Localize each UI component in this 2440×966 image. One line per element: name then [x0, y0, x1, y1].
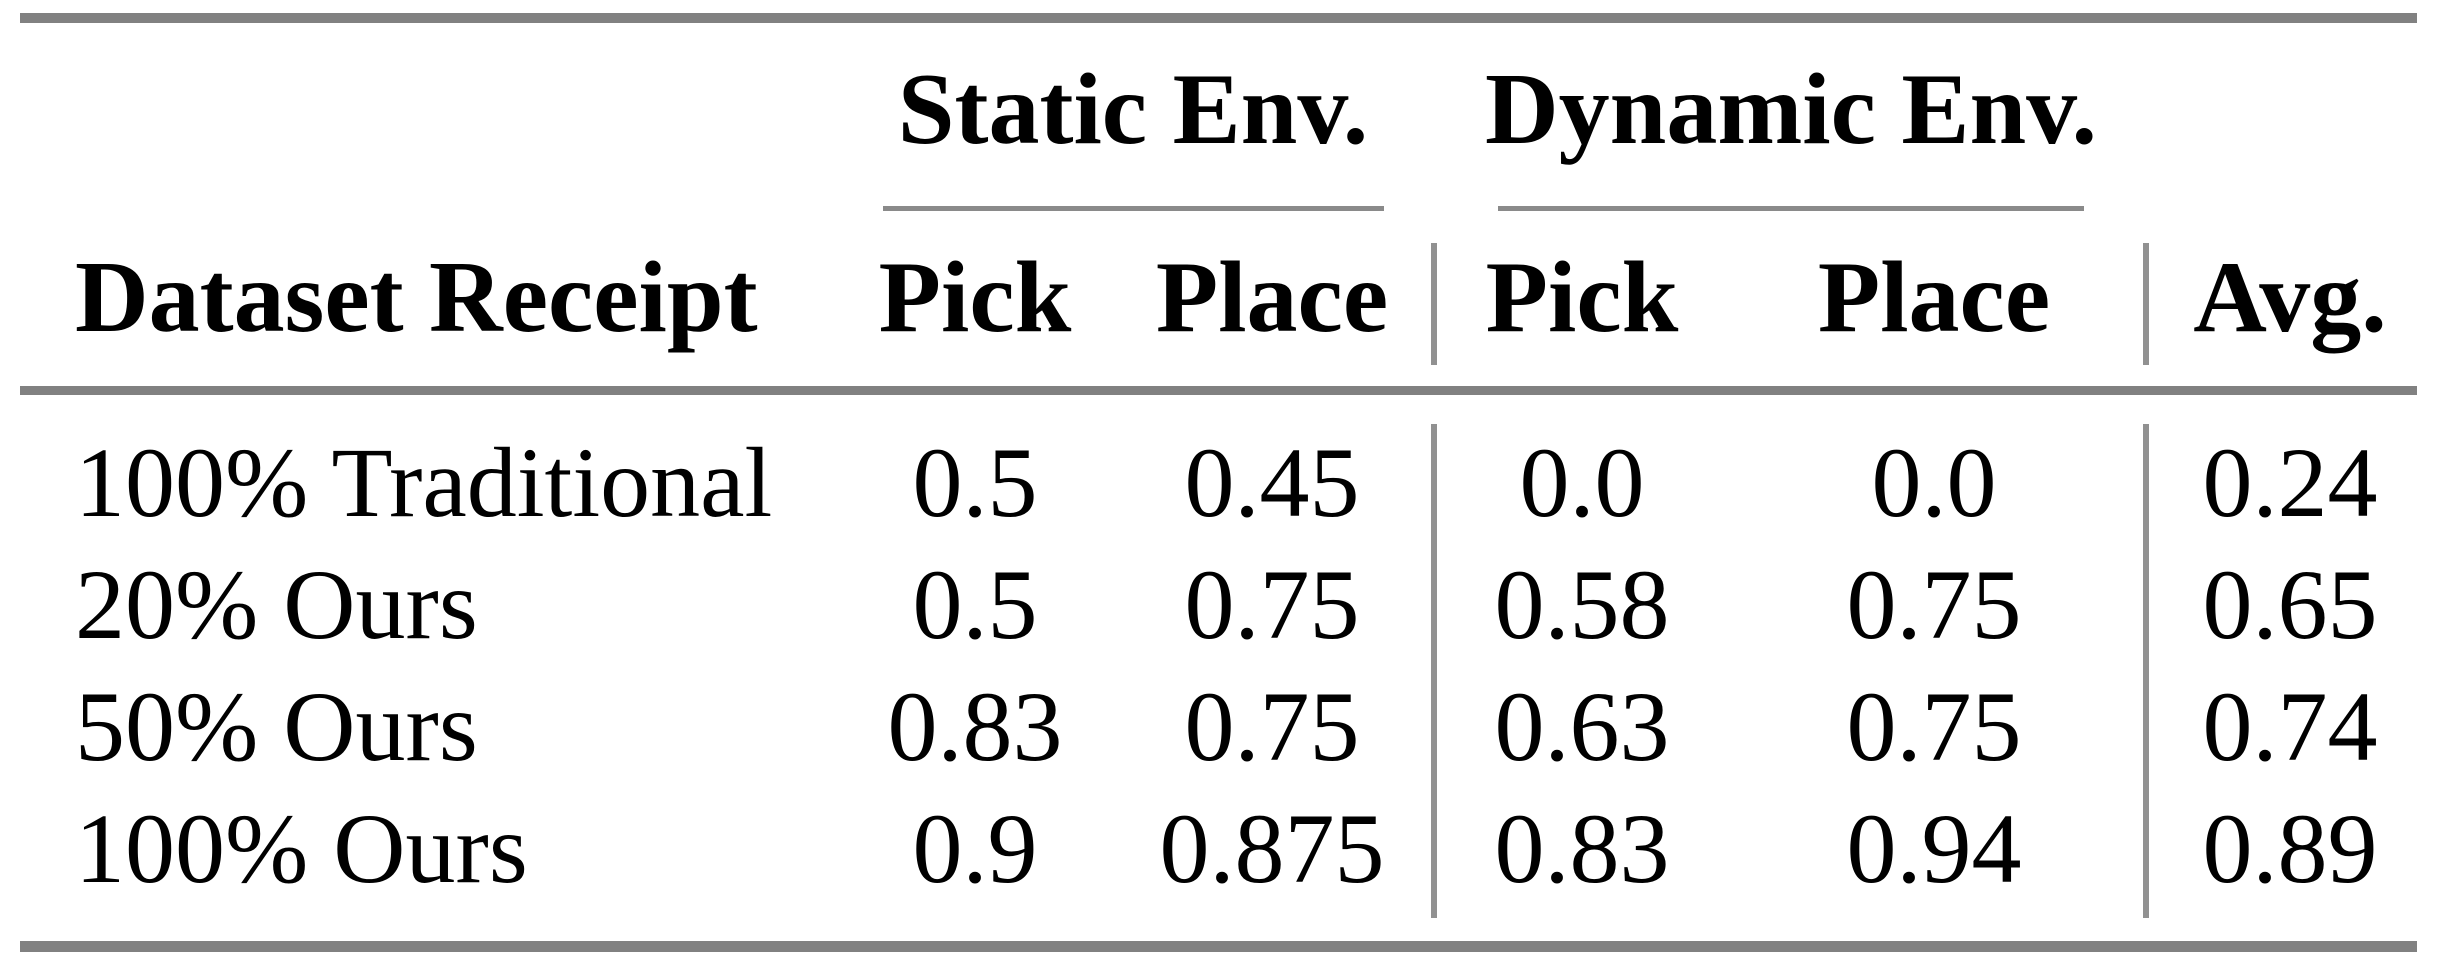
- value-r1-static-pick: 0.5: [912, 427, 1038, 538]
- header-body-divider-rule: [20, 386, 2417, 395]
- value-r3-static-pick: 0.83: [887, 671, 1063, 782]
- value-r4-avg: 0.89: [2202, 793, 2378, 904]
- column-header-dynamic-pick: Pick: [1485, 241, 1679, 354]
- column-header-static-pick: Pick: [878, 241, 1072, 354]
- value-r3-dynamic-place: 0.75: [1846, 671, 2022, 782]
- vertical-divider-dynamic-avg-header: [2143, 243, 2149, 365]
- column-header-dynamic-place: Place: [1817, 241, 2051, 354]
- static-group-underline: [883, 206, 1384, 211]
- dynamic-group-underline: [1498, 206, 2084, 211]
- value-r3-dynamic-pick: 0.63: [1494, 671, 1670, 782]
- value-r3-avg: 0.74: [2202, 671, 2378, 782]
- value-r1-dynamic-place: 0.0: [1871, 427, 1997, 538]
- value-r2-avg: 0.65: [2202, 549, 2378, 660]
- vertical-divider-dynamic-avg-body: [2143, 424, 2149, 918]
- row-label-50-ours: 50% Ours: [75, 671, 478, 782]
- value-r4-dynamic-pick: 0.83: [1494, 793, 1670, 904]
- row-label-20-ours: 20% Ours: [75, 549, 478, 660]
- value-r1-dynamic-pick: 0.0: [1519, 427, 1645, 538]
- row-label-100-traditional: 100% Traditional: [75, 427, 773, 538]
- value-r2-static-place: 0.75: [1184, 549, 1360, 660]
- value-r4-static-pick: 0.9: [912, 793, 1038, 904]
- row-label-100-ours: 100% Ours: [75, 793, 528, 904]
- top-rule: [20, 13, 2417, 23]
- value-r3-static-place: 0.75: [1184, 671, 1360, 782]
- value-r1-avg: 0.24: [2202, 427, 2378, 538]
- value-r2-dynamic-place: 0.75: [1846, 549, 2022, 660]
- column-header-avg: Avg.: [2193, 241, 2387, 354]
- static-env-group-header: Static Env.: [897, 53, 1369, 166]
- value-r2-static-pick: 0.5: [912, 549, 1038, 660]
- dynamic-env-group-header: Dynamic Env.: [1484, 53, 2098, 166]
- value-r4-static-place: 0.875: [1159, 793, 1385, 904]
- vertical-divider-static-dynamic-body: [1431, 424, 1437, 918]
- column-header-static-place: Place: [1155, 241, 1389, 354]
- column-header-dataset-receipt: Dataset Receipt: [75, 241, 758, 354]
- value-r4-dynamic-place: 0.94: [1846, 793, 2022, 904]
- value-r1-static-place: 0.45: [1184, 427, 1360, 538]
- value-r2-dynamic-pick: 0.58: [1494, 549, 1670, 660]
- bottom-rule: [20, 941, 2417, 952]
- vertical-divider-static-dynamic-header: [1431, 243, 1437, 365]
